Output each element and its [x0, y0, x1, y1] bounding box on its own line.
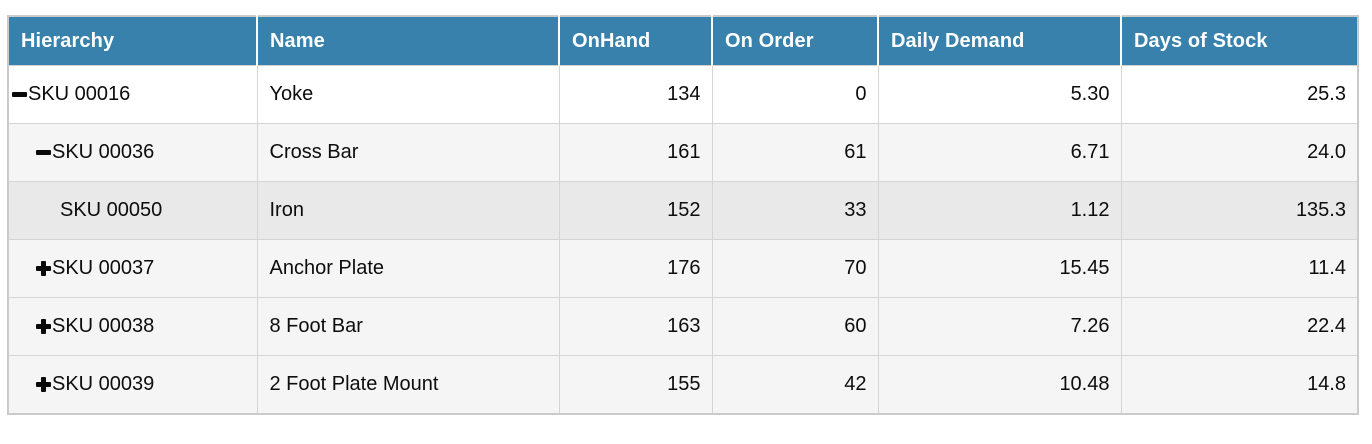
collapse-icon[interactable] [36, 150, 51, 155]
column-header-hierarchy[interactable]: Hierarchy [8, 16, 258, 66]
onhand-cell: 155 [558, 355, 713, 415]
header-row: Hierarchy Name OnHand On Order Daily Dem… [8, 16, 1358, 66]
table-row: SKU 00036 Cross Bar 161 61 6.71 24.0 [7, 123, 1359, 182]
column-header-name[interactable]: Name [257, 16, 560, 66]
expand-icon[interactable] [36, 261, 51, 276]
onorder-cell: 70 [711, 239, 879, 298]
hierarchy-cell: SKU 00016 [7, 65, 258, 124]
onhand-cell: 134 [558, 65, 713, 124]
hierarchy-cell: SKU 00038 [7, 297, 258, 356]
onhand-cell: 176 [558, 239, 713, 298]
column-header-onhand[interactable]: OnHand [559, 16, 713, 66]
table-row: SKU 00037 Anchor Plate 176 70 15.45 11.4 [7, 239, 1359, 298]
sku-label: SKU 00038 [52, 315, 155, 337]
onorder-cell: 42 [711, 355, 879, 415]
table-row: SKU 00039 2 Foot Plate Mount 155 42 10.4… [7, 355, 1359, 415]
name-cell: Cross Bar [256, 123, 560, 182]
inventory-table: Hierarchy Name OnHand On Order Daily Dem… [7, 15, 1359, 415]
daily-demand-cell: 10.48 [877, 355, 1122, 415]
onorder-cell: 0 [711, 65, 879, 124]
days-of-stock-cell: 25.3 [1120, 65, 1359, 124]
onhand-cell: 163 [558, 297, 713, 356]
column-header-onorder[interactable]: On Order [712, 16, 879, 66]
daily-demand-cell: 1.12 [877, 181, 1122, 240]
expand-icon[interactable] [36, 377, 51, 392]
days-of-stock-cell: 11.4 [1120, 239, 1359, 298]
table-row: SKU 00016 Yoke 134 0 5.30 25.3 [7, 65, 1359, 124]
name-cell: Iron [256, 181, 560, 240]
days-of-stock-cell: 22.4 [1120, 297, 1359, 356]
days-of-stock-cell: 14.8 [1120, 355, 1359, 415]
daily-demand-cell: 7.26 [877, 297, 1122, 356]
sku-label: SKU 00039 [52, 373, 155, 395]
onhand-cell: 161 [558, 123, 713, 182]
onorder-cell: 33 [711, 181, 879, 240]
sku-label: SKU 00050 [60, 199, 163, 221]
hierarchy-cell: SKU 00050 [7, 181, 258, 240]
days-of-stock-cell: 135.3 [1120, 181, 1359, 240]
name-cell: Yoke [256, 65, 560, 124]
collapse-icon[interactable] [12, 92, 27, 97]
expand-icon[interactable] [36, 319, 51, 334]
sku-label: SKU 00037 [52, 257, 155, 279]
column-header-daily-demand[interactable]: Daily Demand [878, 16, 1122, 66]
sku-label: SKU 00036 [52, 141, 155, 163]
column-header-days-of-stock[interactable]: Days of Stock [1121, 16, 1358, 66]
name-cell: 2 Foot Plate Mount [256, 355, 560, 415]
hierarchy-cell: SKU 00036 [7, 123, 258, 182]
daily-demand-cell: 15.45 [877, 239, 1122, 298]
onorder-cell: 61 [711, 123, 879, 182]
daily-demand-cell: 6.71 [877, 123, 1122, 182]
table-row: SKU 00038 8 Foot Bar 163 60 7.26 22.4 [7, 297, 1359, 356]
daily-demand-cell: 5.30 [877, 65, 1122, 124]
onorder-cell: 60 [711, 297, 879, 356]
name-cell: Anchor Plate [256, 239, 560, 298]
name-cell: 8 Foot Bar [256, 297, 560, 356]
days-of-stock-cell: 24.0 [1120, 123, 1359, 182]
hierarchy-cell: SKU 00037 [7, 239, 258, 298]
table-row: SKU 00050 Iron 152 33 1.12 135.3 [7, 181, 1359, 240]
onhand-cell: 152 [558, 181, 713, 240]
sku-label: SKU 00016 [28, 83, 131, 105]
hierarchy-cell: SKU 00039 [7, 355, 258, 415]
